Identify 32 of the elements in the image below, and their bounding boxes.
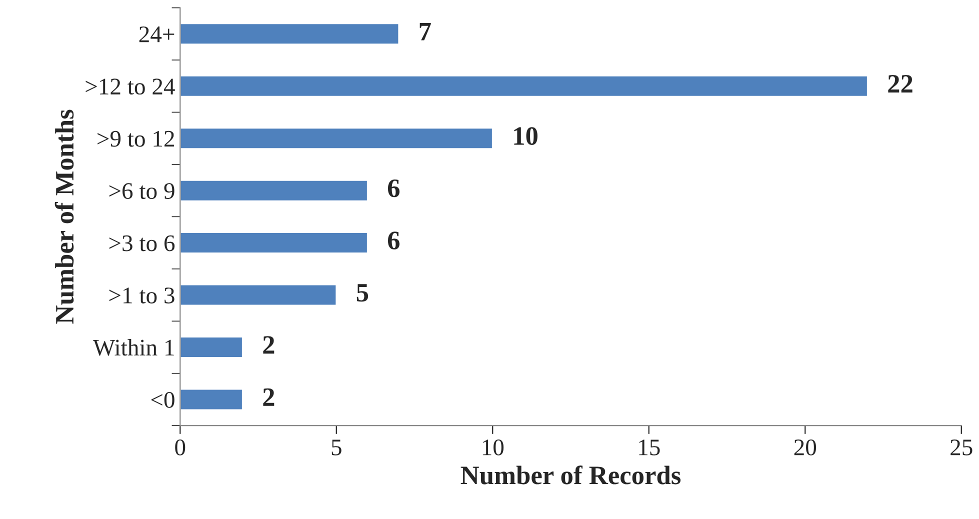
y-tick-label: >3 to 6 [109,235,175,252]
bar [180,232,368,254]
y-tick-label: Within 1 [92,339,174,356]
data-label: 22 [888,74,912,92]
data-label: 6 [388,232,400,250]
data-label: 2 [263,336,274,354]
data-label: 10 [514,127,538,145]
y-tick-label: <0 [151,392,174,408]
bar [180,336,244,358]
bar [180,284,338,306]
data-label: 2 [263,388,274,406]
bar [180,22,400,46]
x-tick-label: 20 [794,439,816,456]
y-tick-label: >12 to 24 [86,78,175,95]
data-label: 5 [356,284,368,302]
x-tick-label: 10 [482,439,504,456]
data-label: 7 [420,22,431,40]
y-tick-label: 24+ [139,26,174,42]
bar [180,179,368,202]
y-tick-label: >1 to 3 [109,288,174,304]
x-tick-label: 25 [950,440,972,456]
x-tick-label: 5 [332,440,342,456]
y-tick-label: >6 to 9 [109,183,174,199]
bar [180,127,494,150]
x-tick-label: 15 [639,440,660,456]
data-label: 6 [388,179,400,198]
x-axis-title: Number of Records [460,465,681,484]
y-tick-label: >9 to 12 [98,130,174,147]
bar [180,74,868,98]
y-axis-title: Number of Months [54,110,74,324]
x-tick-label: 0 [175,439,186,456]
bar [180,388,244,411]
